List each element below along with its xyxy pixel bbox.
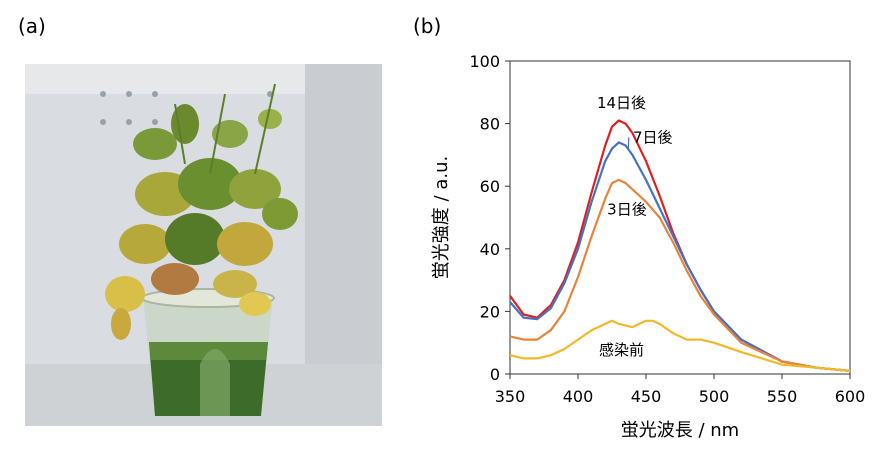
series-line-感染前	[509, 319, 851, 372]
y-tick-label: 80	[480, 115, 500, 134]
x-tick-label: 350	[495, 387, 526, 406]
x-tick-labels: 350 400 450 500 550 600	[495, 387, 865, 406]
plot-frame	[509, 60, 851, 375]
annotation-label: 14日後	[597, 94, 646, 112]
plant-photo	[25, 64, 382, 426]
annotation-label: 3日後	[607, 200, 647, 218]
y-axis-label: 蛍光強度 / a.u.	[431, 156, 452, 279]
x-tick-label: 450	[631, 387, 662, 406]
y-tick-label: 20	[480, 302, 500, 321]
x-tick-label: 600	[835, 387, 865, 406]
y-tick-label: 0	[490, 365, 500, 384]
x-tick-label: 550	[767, 387, 798, 406]
series-line-7日後	[509, 141, 851, 372]
y-tick-labels: 0 20 40 60 80 100	[469, 52, 500, 384]
panel-a-label: (a)	[18, 14, 46, 38]
annotation-label: 7日後	[633, 128, 673, 146]
series-line-14日後	[509, 119, 851, 372]
y-tick-label: 100	[469, 52, 500, 71]
chart-axes	[505, 60, 851, 379]
x-tick-label: 500	[699, 387, 730, 406]
series-lines	[509, 119, 851, 372]
y-tick-label: 60	[480, 177, 500, 196]
fluorescence-chart: 0 20 40 60 80 100 350 400 450 500 550 600 14日後 7日後 3…	[431, 52, 865, 441]
x-axis-label: 蛍光波長 / nm	[621, 420, 739, 441]
annotation-label: 感染前	[599, 341, 644, 359]
series-line-3日後	[509, 178, 851, 372]
panel-b-label: (b)	[413, 14, 442, 38]
y-tick-label: 40	[480, 240, 500, 259]
x-tick-label: 400	[563, 387, 594, 406]
